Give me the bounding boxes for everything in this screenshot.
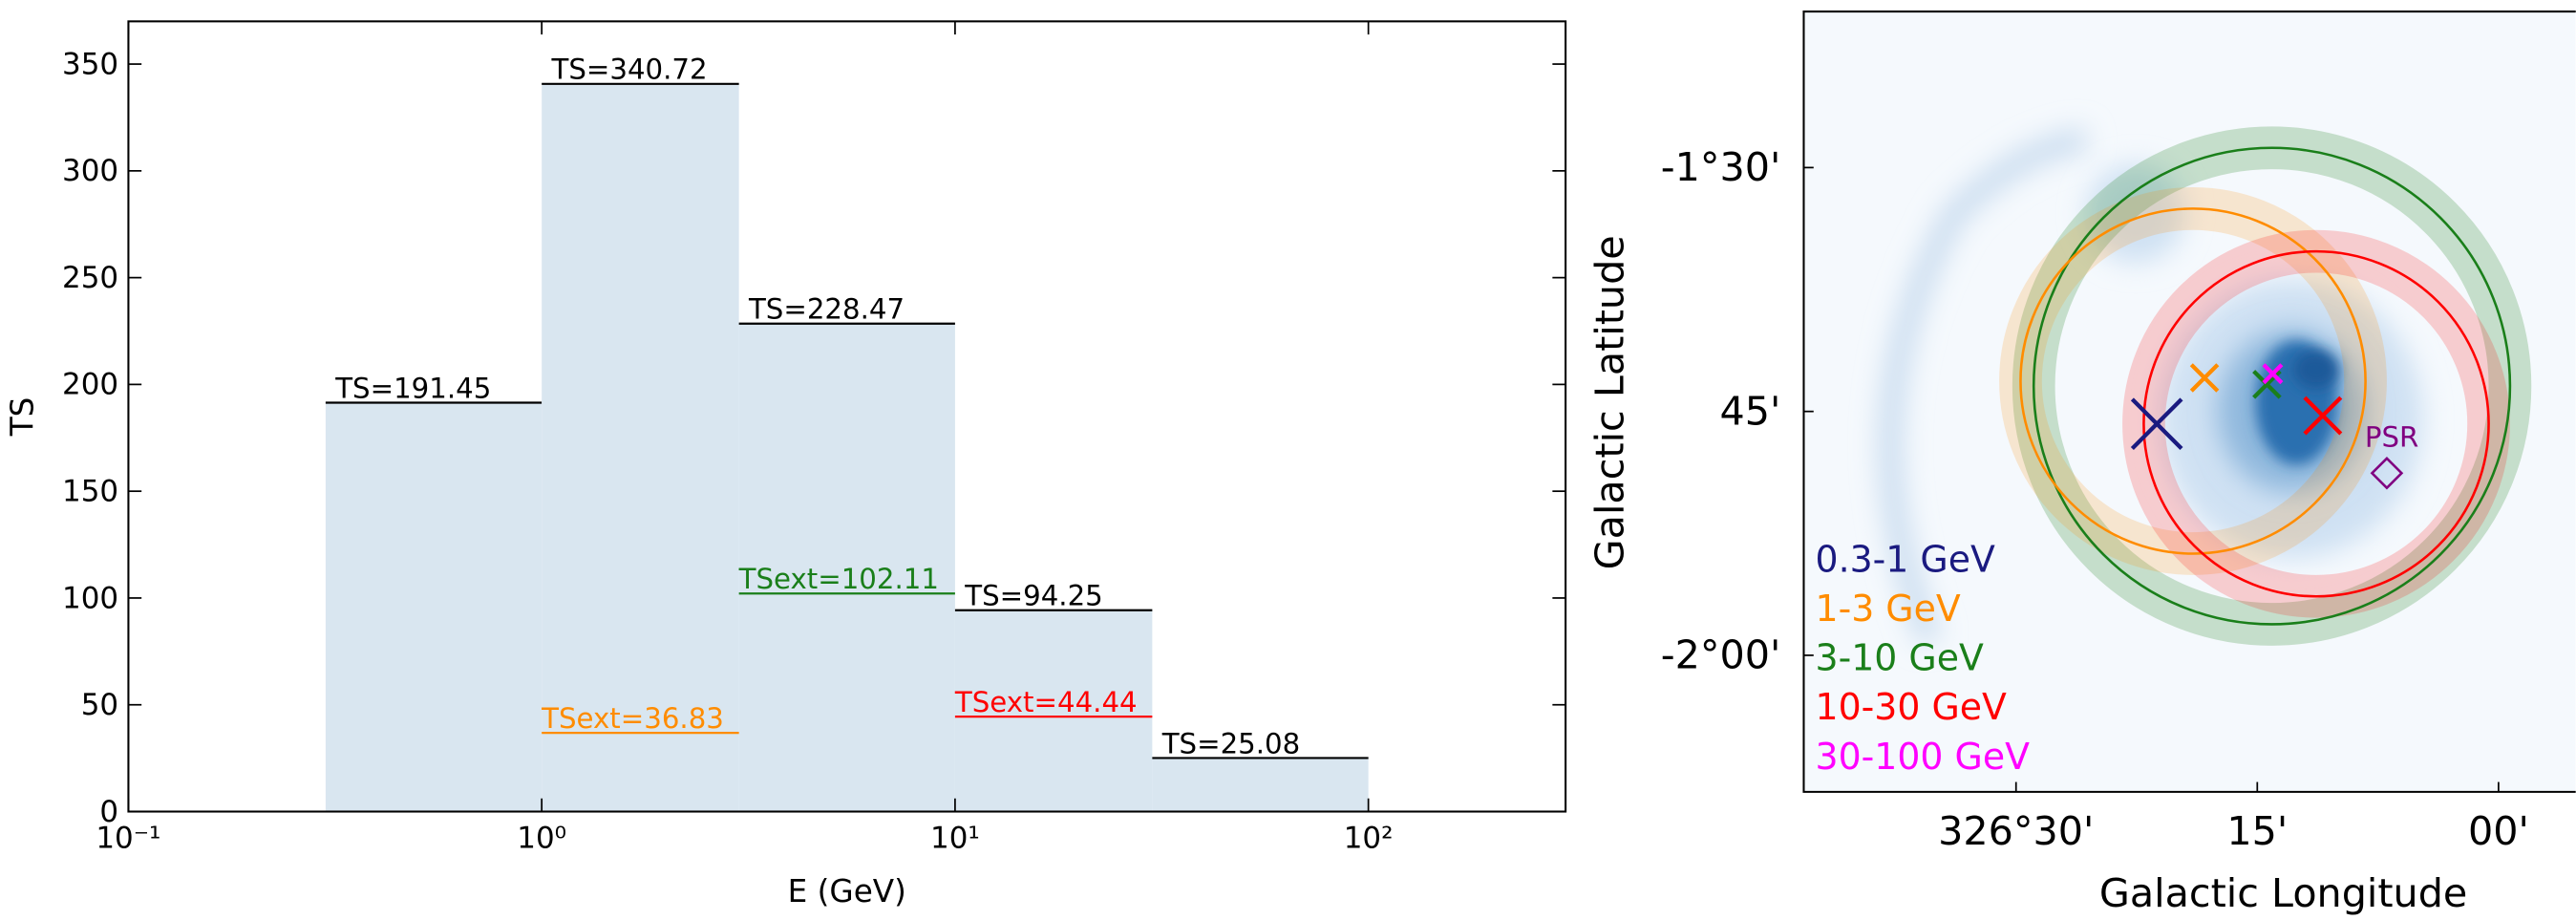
legend-entry: 0.3-1 GeV	[1816, 538, 1995, 580]
tsext-label: TSext=44.44	[954, 686, 1138, 718]
tsext-label: TSext=102.11	[738, 563, 939, 595]
tsext-label: TSext=36.83	[541, 702, 724, 735]
legend-entry: 30-100 GeV	[1816, 736, 2031, 778]
y-tick-label: 150	[62, 474, 118, 508]
y-tick-label: 45'	[1720, 388, 1781, 434]
y-tick-label: -2°00'	[1661, 632, 1781, 678]
legend-entry: 1-3 GeV	[1816, 588, 1961, 630]
bar	[1152, 758, 1368, 811]
x-tick-label: 00'	[2468, 808, 2529, 854]
y-tick-label: 100	[62, 581, 118, 615]
y-tick-label: 350	[62, 47, 118, 81]
legend-entry: 10-30 GeV	[1816, 686, 2008, 728]
x-tick-label: 15'	[2226, 808, 2288, 854]
x-tick-label: 10⁻¹	[96, 821, 160, 855]
y-tick-label: -1°30'	[1661, 144, 1781, 190]
x-axis-label: Galactic Longitude	[2099, 870, 2467, 916]
x-tick-label: 10⁰	[517, 821, 566, 855]
x-tick-label: 10²	[1344, 821, 1394, 855]
histogram-panel: TS=191.45 TS=340.72 TS=228.47 TS=94.25 TS=25…	[5, 21, 1565, 909]
y-tick-label: 200	[62, 368, 118, 402]
y-tick-label: 50	[81, 688, 118, 722]
map-panel: PSR 326°30' 15' 00' -1°30' 45' -2°00' Galactic…	[1586, 11, 2575, 916]
value-label: TS=25.08	[1161, 727, 1301, 760]
bar	[326, 403, 542, 812]
y-tick-label: 250	[62, 261, 118, 295]
x-tick-label: 10¹	[930, 821, 980, 855]
page: {"chart_data": [ {"type": "bar", "xlabel…	[0, 0, 2576, 920]
figure: TS=191.45 TS=340.72 TS=228.47 TS=94.25 TS=25…	[0, 0, 2576, 920]
value-label: TS=228.47	[748, 293, 905, 326]
x-tick-label: 326°30'	[1938, 808, 2094, 854]
y-axis-label: TS	[5, 397, 41, 438]
value-label: TS=191.45	[334, 372, 491, 404]
legend-entry: 3-10 GeV	[1816, 637, 1984, 679]
x-axis-label: E (GeV)	[788, 873, 906, 909]
value-label: TS=94.25	[964, 580, 1103, 612]
value-label: TS=340.72	[550, 53, 707, 86]
annotation: PSR	[2365, 421, 2418, 454]
y-tick-label: 300	[62, 154, 118, 188]
y-axis-label: Galactic Latitude	[1586, 235, 1632, 569]
